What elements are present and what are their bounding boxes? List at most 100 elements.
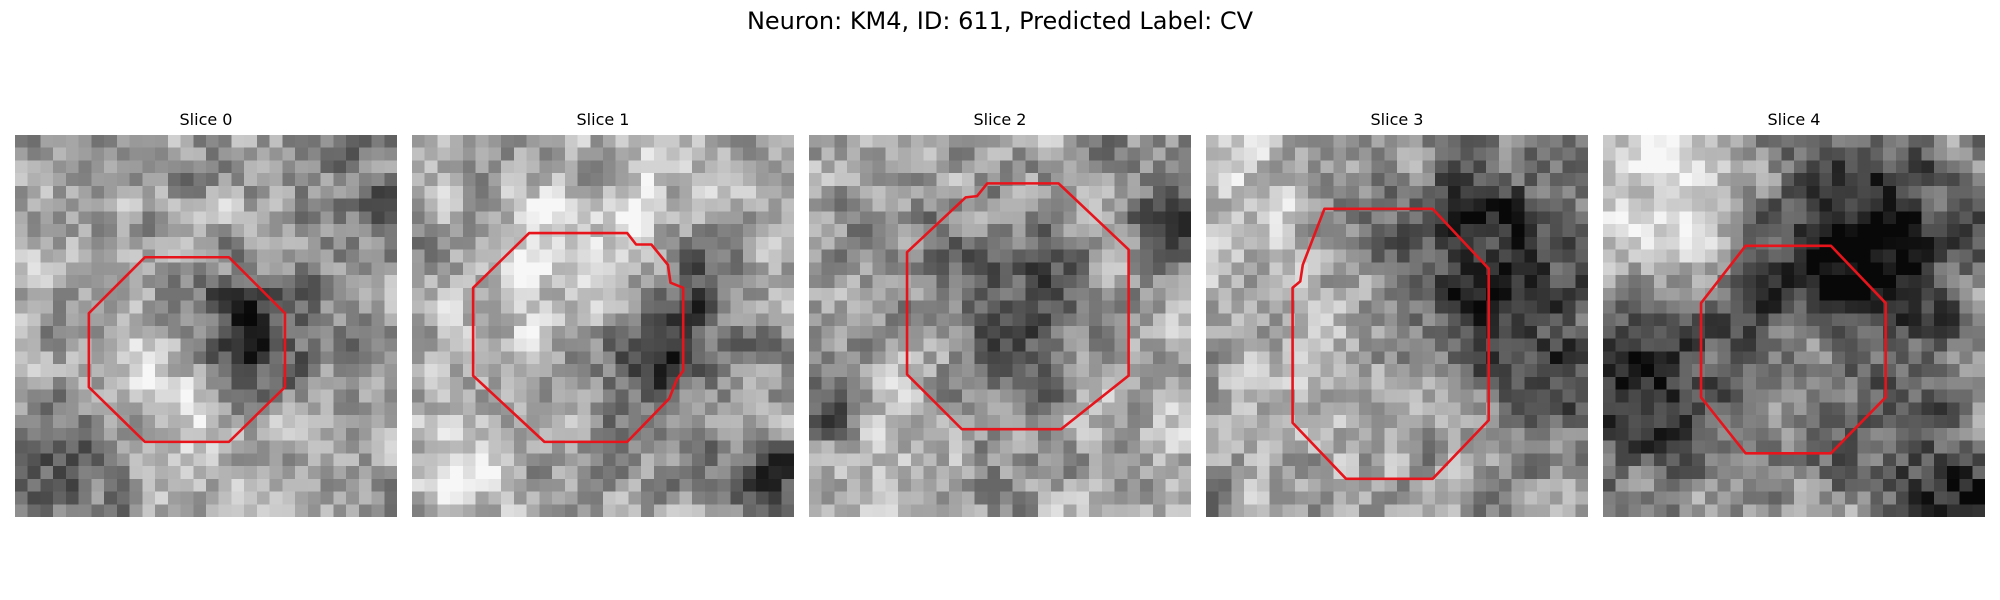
pixel-cell <box>1641 300 1655 314</box>
pixel-cell <box>218 224 232 238</box>
pixel-cell <box>936 198 950 212</box>
pixel-cell <box>1562 173 1576 187</box>
pixel-cell <box>641 275 655 289</box>
pixel-cell <box>1269 198 1283 212</box>
pixel-cell <box>91 160 105 174</box>
pixel-cell <box>949 351 963 365</box>
pixel-cell <box>615 491 629 505</box>
pixel-cell <box>1409 504 1423 517</box>
pixel-cell <box>1089 326 1103 339</box>
pixel-cell <box>65 466 79 480</box>
pixel-cell <box>577 300 591 314</box>
pixel-cell <box>755 453 769 467</box>
pixel-cell <box>116 198 130 212</box>
pixel-cell <box>1307 453 1321 467</box>
pixel-cell <box>1320 262 1334 276</box>
pixel-cell <box>1628 211 1642 225</box>
pixel-cell <box>1244 135 1258 148</box>
pixel-cell <box>1857 338 1871 352</box>
pixel-cell <box>1127 376 1141 390</box>
pixel-cell <box>1165 415 1179 429</box>
pixel-cell <box>885 453 899 467</box>
pixel-cell <box>1537 415 1551 429</box>
pixel-cell <box>1012 135 1026 148</box>
pixel-cell <box>437 173 451 187</box>
pixel-cell <box>282 415 296 429</box>
pixel-cell <box>768 160 782 174</box>
pixel-cell <box>1000 478 1013 492</box>
pixel-cell <box>129 300 143 314</box>
pixel-cell <box>1819 262 1833 276</box>
pixel-cell <box>1435 453 1449 467</box>
pixel-cell <box>961 351 975 365</box>
pixel-cell <box>923 364 937 378</box>
pixel-cell <box>641 351 655 365</box>
pixel-cell <box>501 351 515 365</box>
pixel-cell <box>781 313 794 327</box>
pixel-cell <box>1692 427 1706 441</box>
pixel-cell <box>653 287 667 301</box>
pixel-cell <box>180 300 194 314</box>
pixel-cell <box>1000 415 1013 429</box>
pixel-cell <box>949 275 963 289</box>
pixel-cell <box>1486 211 1500 225</box>
pixel-cell <box>692 326 706 339</box>
pixel-cell <box>180 147 194 161</box>
pixel-cell <box>412 402 425 416</box>
pixel-cell <box>974 364 988 378</box>
pixel-cell <box>1346 364 1360 378</box>
pixel-cell <box>1844 491 1858 505</box>
pixel-cell <box>206 135 219 148</box>
pixel-cell <box>936 326 950 339</box>
pixel-cell <box>1114 224 1128 238</box>
pixel-cell <box>809 287 822 301</box>
pixel-cell <box>1165 236 1179 250</box>
pixel-cell <box>256 504 270 517</box>
pixel-cell <box>974 275 988 289</box>
pixel-cell <box>1295 427 1309 441</box>
pixel-cell <box>129 262 143 276</box>
pixel-cell <box>704 211 718 225</box>
pixel-cell <box>218 262 232 276</box>
pixel-cell <box>730 287 744 301</box>
pixel-cell <box>834 402 848 416</box>
pixel-cell <box>1384 478 1398 492</box>
pixel-cell <box>1498 275 1512 289</box>
pixel-cell <box>282 440 296 454</box>
pixel-cell <box>371 262 385 276</box>
pixel-cell <box>1666 173 1680 187</box>
pixel-cell <box>1140 338 1154 352</box>
pixel-cell <box>1101 326 1115 339</box>
pixel-cell <box>755 249 769 263</box>
pixel-cell <box>1063 262 1077 276</box>
pixel-cell <box>1844 173 1858 187</box>
pixel-cell <box>641 338 655 352</box>
pixel-cell <box>936 338 950 352</box>
pixel-cell <box>193 402 207 416</box>
pixel-cell <box>1000 211 1013 225</box>
pixel-cell <box>539 185 553 199</box>
pixel-cell <box>910 198 924 212</box>
pixel-cell <box>730 402 744 416</box>
pixel-cell <box>358 173 372 187</box>
pixel-cell <box>40 364 54 378</box>
pixel-cell <box>1256 491 1270 505</box>
pixel-cell <box>961 160 975 174</box>
pixel-cell <box>424 338 438 352</box>
pixel-cell <box>1628 338 1642 352</box>
pixel-cell <box>1498 224 1512 238</box>
pixel-cell <box>1615 147 1629 161</box>
pixel-cell <box>1012 453 1026 467</box>
pixel-cell <box>142 135 156 148</box>
pixel-cell <box>450 376 464 390</box>
pixel-cell <box>641 211 655 225</box>
pixel-cell <box>155 478 169 492</box>
pixel-cell <box>743 491 757 505</box>
pixel-cell <box>1603 389 1616 403</box>
pixel-cell <box>1012 262 1026 276</box>
pixel-cell <box>424 415 438 429</box>
pixel-cell <box>717 249 731 263</box>
pixel-cell <box>1038 249 1052 263</box>
pixel-cell <box>91 402 105 416</box>
pixel-cell <box>513 326 527 339</box>
